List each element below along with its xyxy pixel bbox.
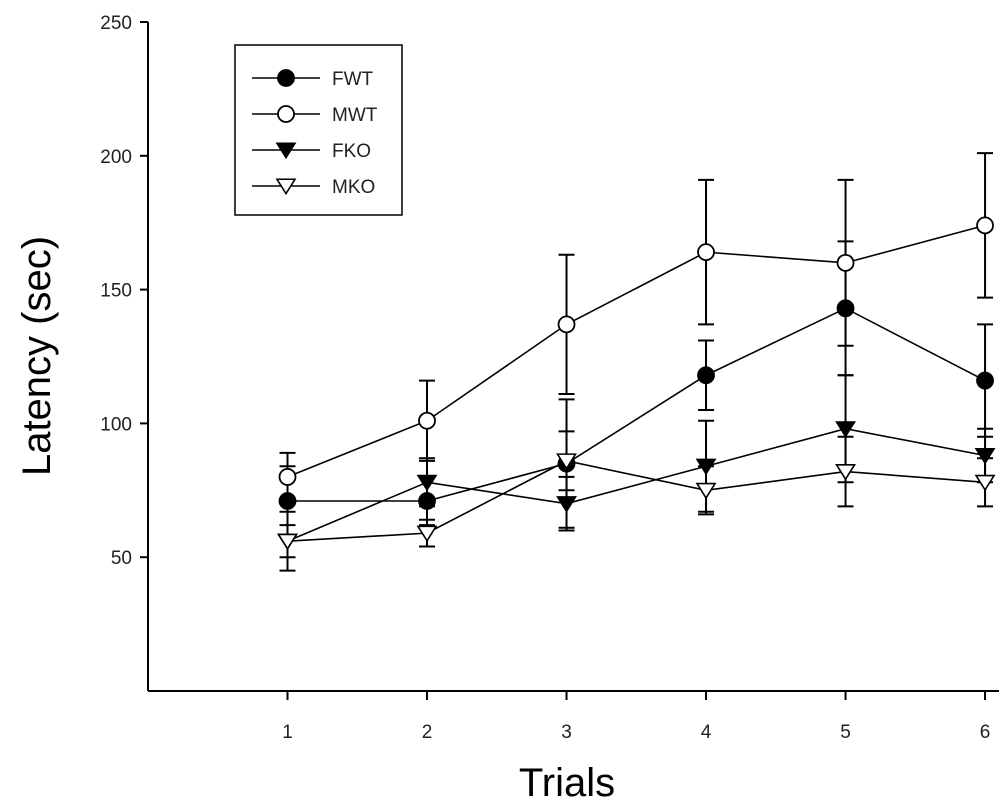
legend-marker-fko <box>275 142 297 160</box>
series-line-mko <box>287 460 986 542</box>
legend-label-mko: MKO <box>332 177 375 198</box>
legend-box <box>234 44 403 216</box>
point-mko <box>556 453 577 471</box>
point-mwt <box>557 315 576 334</box>
x-tick-label: 3 <box>561 722 572 743</box>
point-mko <box>416 525 438 543</box>
legend-marker-mko <box>275 178 297 196</box>
legend-label-mwt: MWT <box>332 105 378 126</box>
x-tick-label: 4 <box>701 722 712 743</box>
y-tick-label: 50 <box>111 548 132 569</box>
point-fko <box>695 458 717 476</box>
x-tick-label: 2 <box>422 722 433 743</box>
plot-area <box>277 152 996 572</box>
legend-label-fwt: FWT <box>332 69 374 90</box>
point-mko <box>277 533 298 551</box>
series-lines <box>287 224 986 542</box>
legend: FWT MWT FKO MKO <box>234 44 403 216</box>
point-fko <box>974 447 996 465</box>
point-mwt <box>836 253 855 272</box>
point-fko <box>416 474 438 492</box>
x-axis-title: Trials <box>519 761 615 805</box>
point-mwt <box>697 243 715 262</box>
y-axis-title: Latency (sec) <box>15 236 59 476</box>
point-fwt <box>836 299 855 318</box>
y-ticks: 50 100 150 200 250 <box>100 13 148 569</box>
y-tick-label: 200 <box>100 147 132 168</box>
legend-marker-fwt <box>277 69 295 87</box>
y-tick-label: 150 <box>100 281 132 302</box>
point-mko <box>974 474 996 492</box>
point-mwt <box>278 468 297 486</box>
legend-marker-mwt <box>277 105 295 123</box>
point-fko <box>835 421 856 438</box>
point-fko <box>556 496 577 513</box>
series-line-mwt <box>287 224 986 478</box>
y-tick-label: 250 <box>100 13 132 34</box>
point-mko <box>835 464 856 481</box>
y-tick-label: 100 <box>100 414 132 435</box>
x-tick-label: 5 <box>840 722 851 743</box>
legend-label-fko: FKO <box>332 141 371 162</box>
x-tick-label: 6 <box>980 722 991 743</box>
point-fwt <box>418 492 436 510</box>
point-fwt <box>976 371 994 390</box>
point-mko <box>695 482 717 500</box>
axes <box>147 22 999 692</box>
x-ticks: 1 2 3 4 5 6 <box>282 691 990 743</box>
point-mwt <box>418 411 436 430</box>
point-fwt <box>697 366 715 385</box>
point-fwt <box>278 492 297 510</box>
series-line-fwt <box>287 307 986 502</box>
series-line-fko <box>287 427 986 542</box>
x-tick-label: 1 <box>282 722 293 743</box>
series-markers <box>277 216 996 551</box>
point-mwt <box>976 216 994 235</box>
